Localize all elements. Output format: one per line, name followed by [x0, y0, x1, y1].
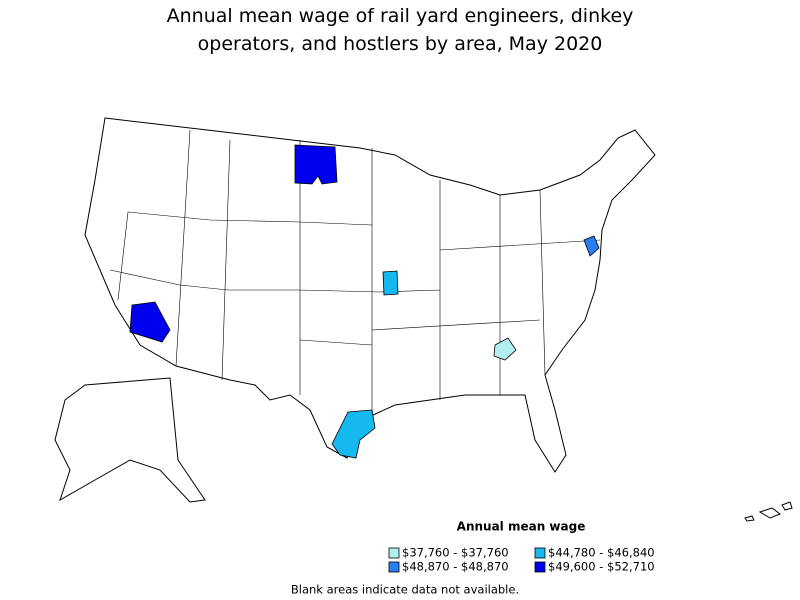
legend-label: $48,870 - $48,870: [402, 560, 509, 574]
hawaii: [744, 501, 793, 522]
legend-swatch: [534, 561, 546, 573]
legend: $37,760 - $37,760 $44,780 - $46,840 $48,87…: [388, 546, 655, 574]
legend-swatch: [534, 547, 546, 559]
footnote: Blank areas indicate data not available.: [291, 583, 519, 597]
title-line: operators, and hostlers by area, May 202…: [198, 33, 603, 55]
alaska: [54, 377, 206, 503]
legend-label: $49,600 - $52,710: [548, 560, 655, 574]
legend-label: $37,760 - $37,760: [402, 546, 509, 560]
legend-title: Annual mean wage: [457, 520, 586, 534]
legend-swatch: [388, 547, 400, 559]
legend-label: $44,780 - $46,840: [548, 546, 655, 560]
title-line: Annual mean wage of rail yard engineers,…: [167, 5, 634, 27]
legend-swatch: [388, 561, 400, 573]
area-georgia: [493, 337, 517, 361]
area-southern-california: [129, 301, 171, 343]
area-texas-gulf: [331, 409, 376, 459]
area-north-dakota: [294, 144, 338, 185]
area-kansas: [382, 270, 399, 296]
state-borders: [109, 129, 601, 410]
area-new-jersey: [583, 235, 600, 257]
